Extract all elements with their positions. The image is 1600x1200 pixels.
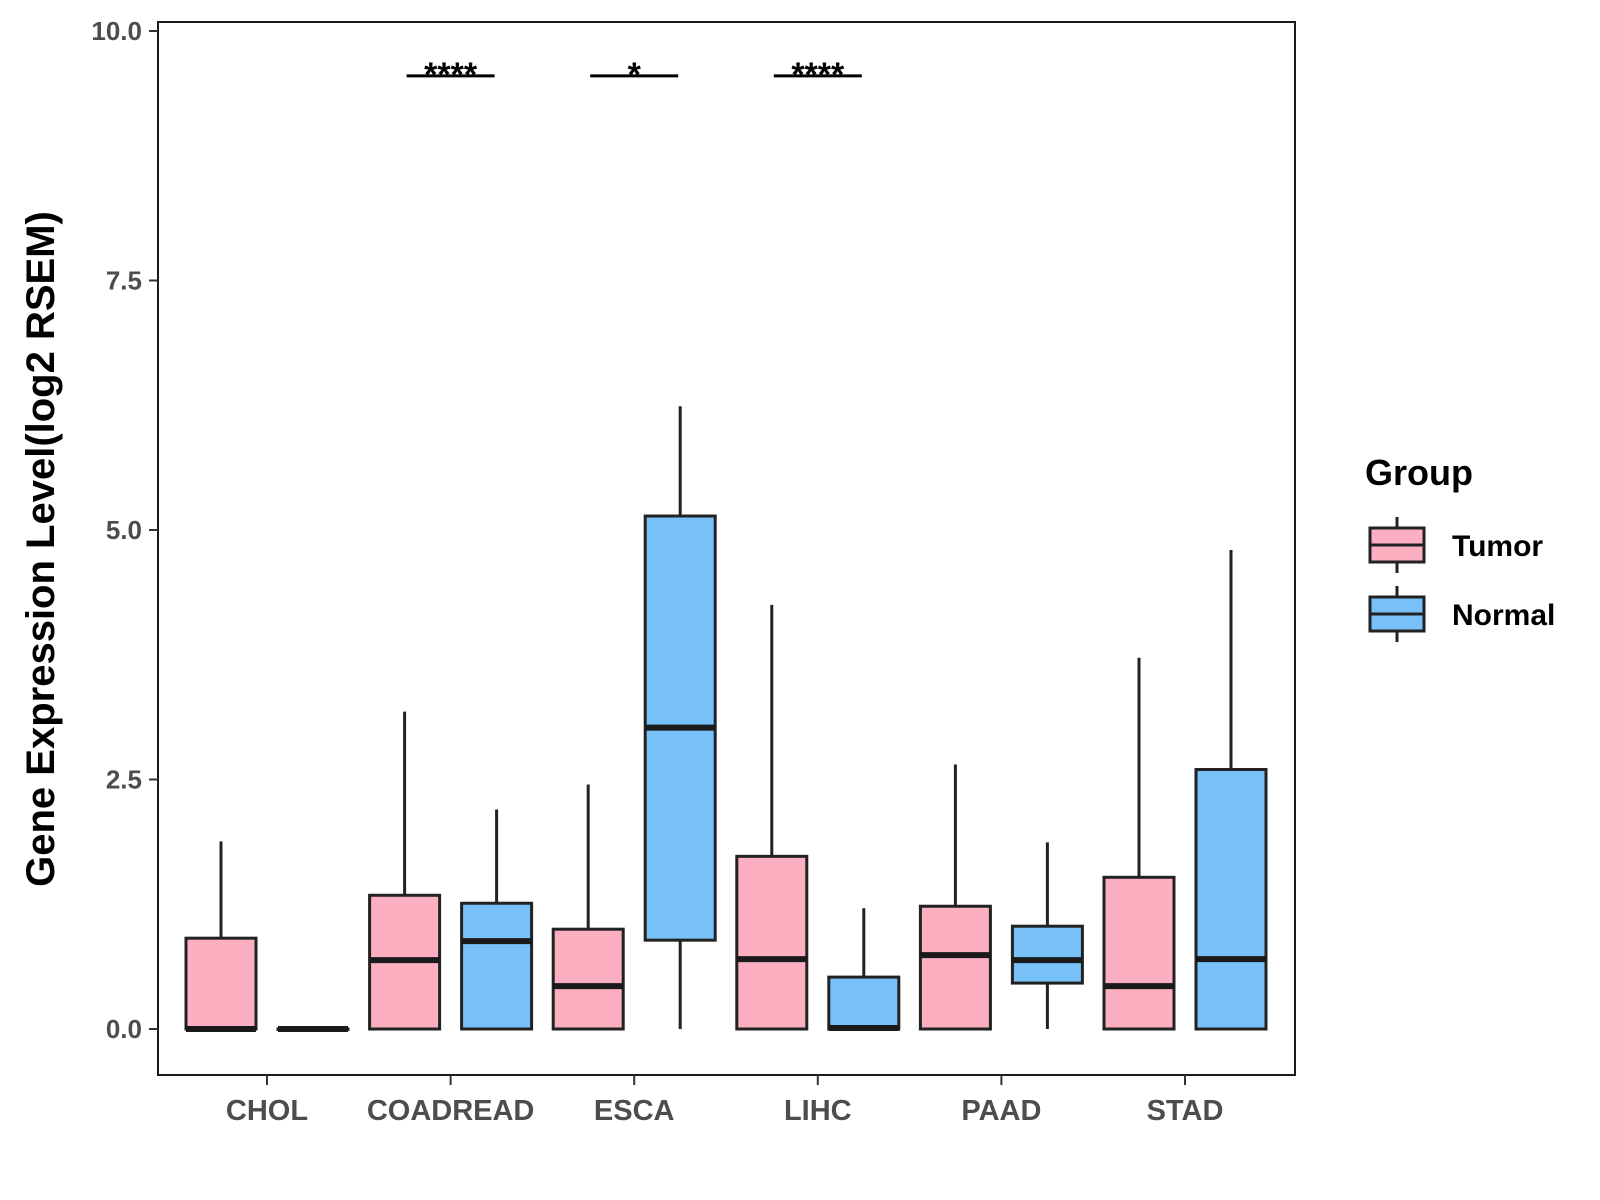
box-series	[184, 406, 1268, 1032]
legend-title: Group	[1365, 452, 1473, 493]
box-normal-stad	[1194, 549, 1268, 1031]
x-axis: CHOL COADREAD ESCA LIHC PAAD STAD	[226, 1075, 1223, 1127]
x-tick-label-esca: ESCA	[594, 1095, 675, 1127]
x-tick-label-paad: PAAD	[961, 1095, 1041, 1127]
y-tick-label: 2.5	[106, 765, 142, 795]
box-tumor-lihc	[735, 604, 809, 1031]
legend: Group Tumor Normal	[1365, 452, 1555, 642]
legend-label: Tumor	[1452, 530, 1543, 563]
box-body	[460, 901, 534, 1031]
box-normal-esca	[643, 406, 717, 1029]
x-tick-label-coadread: COADREAD	[367, 1095, 535, 1127]
box-body	[735, 854, 809, 1031]
x-tick-label-stad: STAD	[1147, 1095, 1224, 1127]
y-tick-label: 0.0	[106, 1014, 142, 1044]
legend-label: Normal	[1452, 599, 1555, 632]
legend-entry-tumor: Tumor	[1368, 517, 1543, 573]
legend-entry-normal: Normal	[1368, 586, 1555, 642]
box-body	[1102, 875, 1176, 1031]
box-normal-chol	[276, 1026, 350, 1032]
significance-annotations: **** * ****	[406, 56, 862, 94]
significance-label: ****	[424, 56, 478, 94]
box-normal-coadread	[460, 809, 534, 1031]
x-tick-label-lihc: LIHC	[784, 1095, 852, 1127]
box-normal-lihc	[827, 908, 901, 1032]
box-body	[827, 975, 901, 1031]
significance-label: *	[628, 56, 642, 94]
box-body	[918, 904, 992, 1031]
box-tumor-stad	[1102, 657, 1176, 1031]
box-tumor-coadread	[368, 711, 442, 1031]
box-body	[1010, 924, 1084, 985]
y-tick-label: 5.0	[106, 515, 142, 545]
box-normal-paad	[1010, 842, 1084, 1029]
x-tick-label-chol: CHOL	[226, 1095, 308, 1127]
box-body	[1194, 768, 1268, 1031]
box-body	[184, 936, 258, 1031]
y-tick-label: 7.5	[106, 266, 142, 296]
box-tumor-esca	[551, 784, 625, 1031]
box-tumor-chol	[184, 841, 258, 1032]
y-axis: 0.0 2.5 5.0 7.5 10.0	[91, 16, 158, 1044]
box-body	[551, 927, 625, 1031]
box-tumor-paad	[918, 764, 992, 1031]
significance-label: ****	[791, 56, 845, 94]
y-tick-label: 10.0	[91, 16, 142, 46]
y-axis-title: Gene Expression Level(log2 RSEM)	[19, 211, 63, 887]
